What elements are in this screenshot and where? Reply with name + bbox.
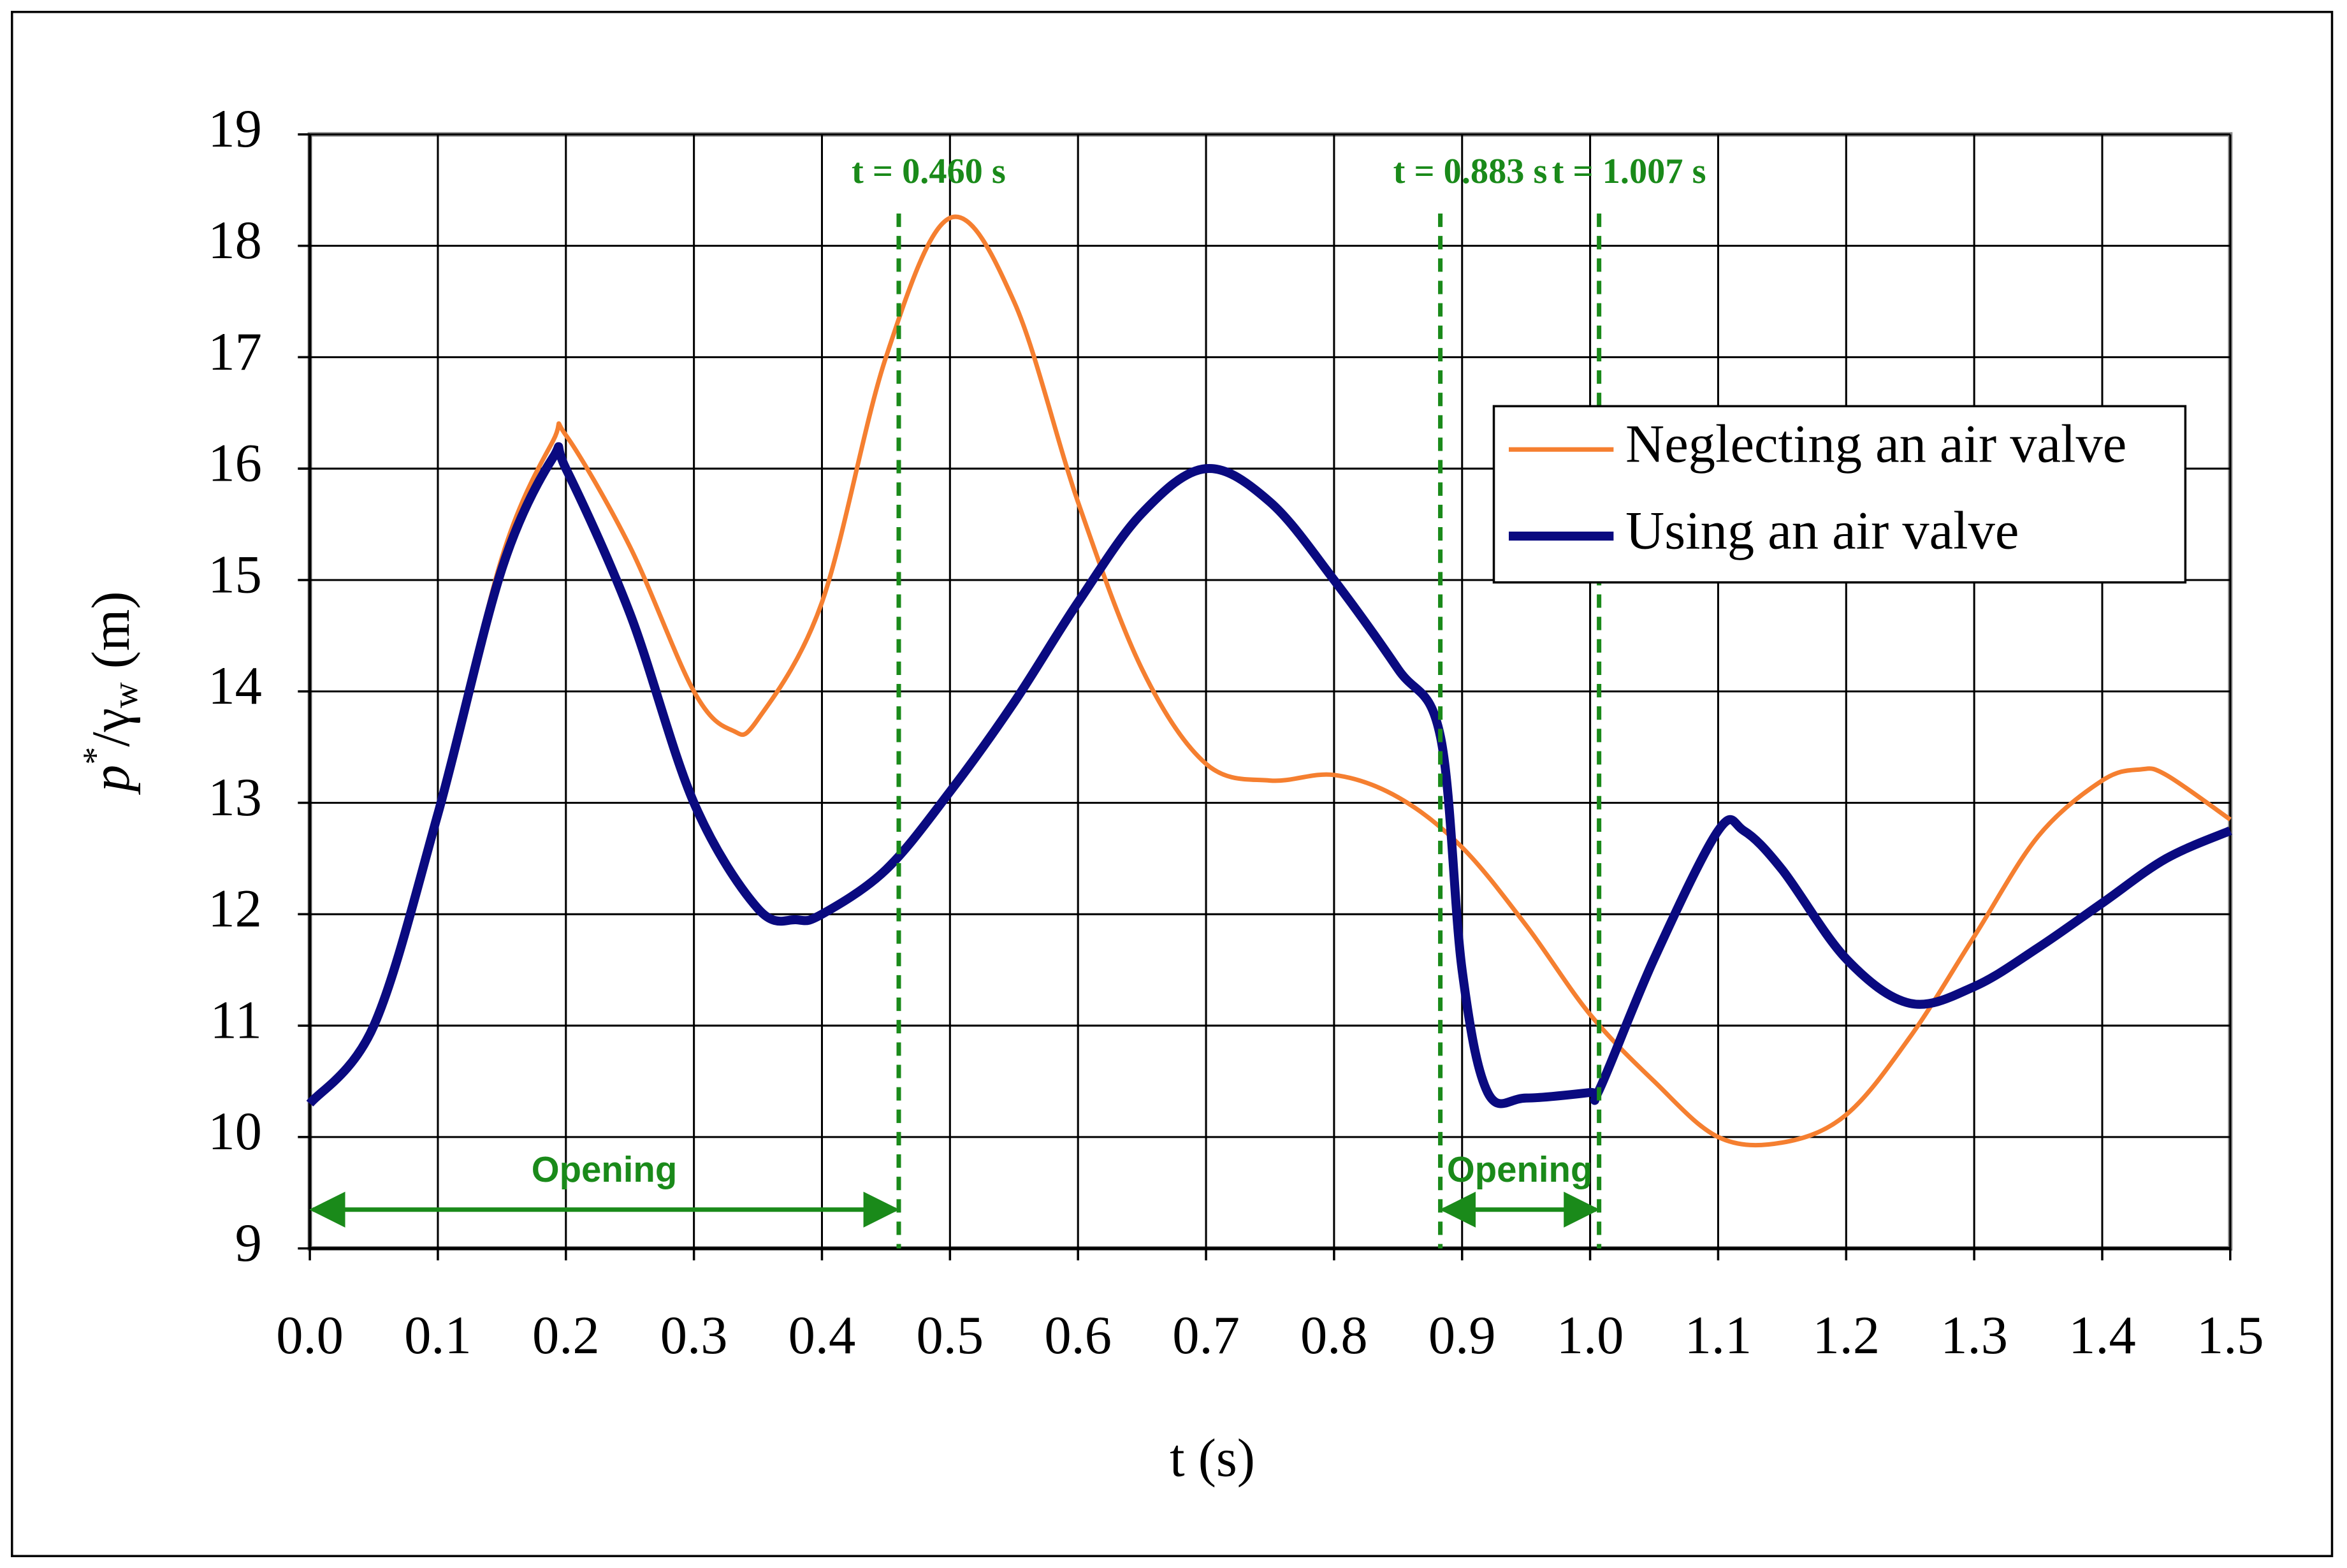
x-tick-label: 0.3 [660, 1306, 728, 1365]
line-series [308, 214, 2232, 1148]
x-tick-label: 1.1 [1685, 1306, 1752, 1365]
y-label-part: (m) [82, 592, 141, 683]
x-tick-label: 0.7 [1172, 1306, 1240, 1365]
x-axis-label: t (s) [1170, 1428, 1255, 1488]
legend-label: Using an air valve [1625, 502, 2019, 561]
y-tick-label: 19 [208, 99, 262, 159]
y-label-part: * [76, 747, 115, 765]
y-tick-label: 10 [208, 1102, 262, 1161]
x-tick-label: 1.3 [1940, 1306, 2008, 1365]
x-tick-label: 0.1 [404, 1306, 472, 1365]
event-label: t = 0.460 s [852, 152, 1006, 191]
legend-label: Neglecting an air valve [1625, 415, 2126, 474]
x-tick-label: 1.4 [2068, 1306, 2136, 1365]
x-tick-label: 1.2 [1812, 1306, 1880, 1365]
y-axis-label: p*/γw (m) [76, 592, 145, 795]
y-tick-label: 11 [210, 991, 262, 1050]
y-tick-label: 13 [208, 768, 262, 827]
event-label: t = 1.007 s [1552, 152, 1706, 191]
y-label-part: p [82, 765, 141, 795]
x-tick-label: 1.0 [1557, 1306, 1624, 1365]
y-tick-label: 15 [208, 545, 262, 604]
y-label-part: w [106, 682, 145, 708]
x-tick-label: 0.5 [917, 1306, 984, 1365]
x-tick-label: 0.0 [276, 1306, 344, 1365]
x-tick-label: 1.5 [2197, 1306, 2264, 1365]
x-tick-label: 0.6 [1044, 1306, 1112, 1365]
y-label-part: /γ [82, 708, 141, 747]
x-tick-label: 0.9 [1428, 1306, 1496, 1365]
span-label: Opening [532, 1149, 677, 1189]
x-tick-label: 0.8 [1300, 1306, 1368, 1365]
y-tick-label: 18 [208, 211, 262, 270]
y-tick-label: 14 [208, 657, 262, 716]
span-label: Opening [1447, 1149, 1592, 1189]
y-tick-label: 16 [208, 434, 262, 493]
y-tick-label: 12 [208, 880, 262, 939]
x-tick-label: 0.2 [532, 1306, 600, 1365]
y-tick-label: 17 [208, 323, 262, 382]
legend-box [1492, 405, 2187, 584]
x-tick-label: 0.4 [788, 1306, 856, 1365]
y-tick-label: 9 [235, 1214, 262, 1273]
event-label: t = 0.883 s [1393, 152, 1548, 191]
line-series [306, 442, 2232, 1108]
